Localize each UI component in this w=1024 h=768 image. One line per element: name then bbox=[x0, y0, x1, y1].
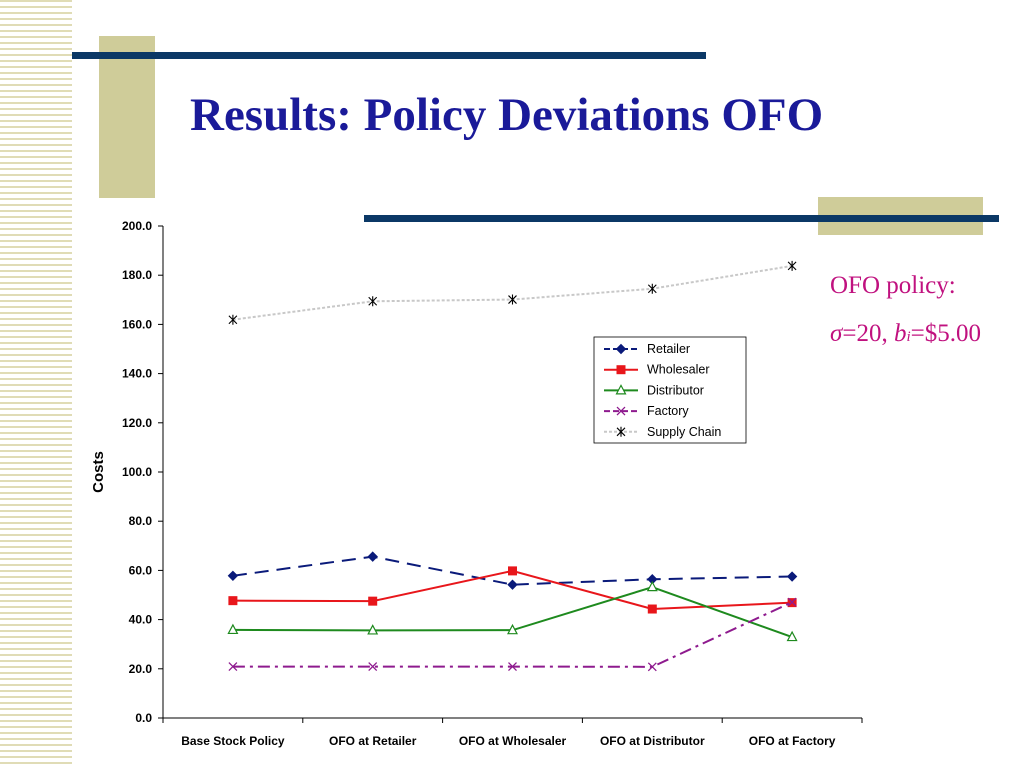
legend-label: Wholesaler bbox=[647, 363, 710, 377]
legend-swatch-marker bbox=[615, 384, 627, 395]
series-supply-chain bbox=[228, 260, 797, 325]
series-wholesaler bbox=[228, 566, 797, 614]
series-line bbox=[232, 569, 793, 611]
legend-label: Distributor bbox=[647, 383, 704, 397]
legend-swatch-marker bbox=[616, 406, 626, 416]
data-point bbox=[646, 580, 658, 592]
legend-label: Retailer bbox=[647, 342, 690, 356]
decorative-line-top bbox=[72, 52, 706, 59]
x-tick-label: OFO at Factory bbox=[749, 734, 836, 748]
b-symbol: b bbox=[893, 320, 907, 347]
data-point bbox=[508, 662, 517, 672]
data-point bbox=[787, 260, 797, 271]
decorative-stripes bbox=[0, 0, 72, 768]
data-point bbox=[647, 662, 657, 672]
data-point bbox=[787, 597, 797, 607]
data-point bbox=[368, 596, 378, 606]
x-tick-label: OFO at Distributor bbox=[600, 734, 705, 748]
b-subscript: i bbox=[906, 329, 911, 345]
x-tick-label: Base Stock Policy bbox=[181, 734, 285, 748]
y-tick-label: 140.0 bbox=[122, 367, 152, 381]
data-point bbox=[507, 623, 518, 635]
legend-swatch-marker bbox=[615, 343, 627, 355]
policy-note-params: σ=20, bi=$5.00 bbox=[830, 310, 1020, 361]
legend-swatch-marker bbox=[616, 365, 626, 375]
legend-label: Supply Chain bbox=[647, 425, 721, 439]
data-point bbox=[786, 571, 798, 582]
data-point bbox=[786, 630, 798, 642]
series-factory bbox=[228, 597, 797, 672]
series-line bbox=[232, 601, 793, 668]
y-tick-label: 120.0 bbox=[122, 416, 152, 430]
data-point bbox=[368, 662, 378, 672]
data-point bbox=[228, 314, 238, 325]
y-tick-label: 0.0 bbox=[135, 711, 152, 725]
policy-note: OFO policy: σ=20, bi=$5.00 bbox=[830, 262, 1020, 361]
x-tick-label: OFO at Wholesaler bbox=[459, 734, 567, 748]
data-point bbox=[507, 579, 518, 590]
y-tick-label: 100.0 bbox=[122, 465, 152, 479]
legend: Retailer Wholesaler Distributor Factory Supp… bbox=[593, 336, 747, 444]
data-point bbox=[647, 283, 657, 294]
series-line bbox=[232, 555, 793, 586]
decorative-line-middle bbox=[364, 215, 999, 222]
data-point bbox=[367, 624, 379, 635]
x-tick-label: OFO at Retailer bbox=[329, 734, 417, 748]
data-point bbox=[508, 566, 517, 576]
b-value: =$5.00 bbox=[910, 320, 981, 347]
data-point bbox=[227, 570, 239, 582]
sigma-symbol: σ bbox=[830, 320, 843, 347]
data-point bbox=[227, 623, 239, 635]
y-tick-label: 20.0 bbox=[129, 662, 153, 676]
y-tick-label: 160.0 bbox=[122, 317, 152, 331]
decorative-block-left bbox=[99, 36, 155, 198]
data-point bbox=[647, 604, 657, 614]
legend-swatch-marker bbox=[616, 426, 626, 437]
series-line bbox=[232, 264, 793, 321]
y-tick-label: 180.0 bbox=[122, 268, 152, 282]
slide-title: Results: Policy Deviations OFO bbox=[190, 89, 824, 141]
y-tick-label: 200.0 bbox=[122, 219, 152, 233]
y-tick-label: 60.0 bbox=[129, 563, 153, 577]
y-axis-title: Costs bbox=[90, 451, 107, 493]
legend-label: Factory bbox=[647, 404, 689, 418]
data-point bbox=[368, 296, 378, 307]
data-point bbox=[228, 596, 238, 606]
y-tick-label: 80.0 bbox=[129, 514, 153, 528]
policy-note-heading: OFO policy: bbox=[830, 272, 956, 299]
data-point bbox=[367, 551, 378, 562]
data-point bbox=[508, 294, 517, 305]
series-distributor bbox=[227, 580, 798, 642]
data-point bbox=[228, 662, 238, 672]
sigma-value: =20, bbox=[842, 320, 894, 347]
series-retailer bbox=[227, 551, 798, 590]
y-tick-label: 40.0 bbox=[129, 613, 153, 627]
